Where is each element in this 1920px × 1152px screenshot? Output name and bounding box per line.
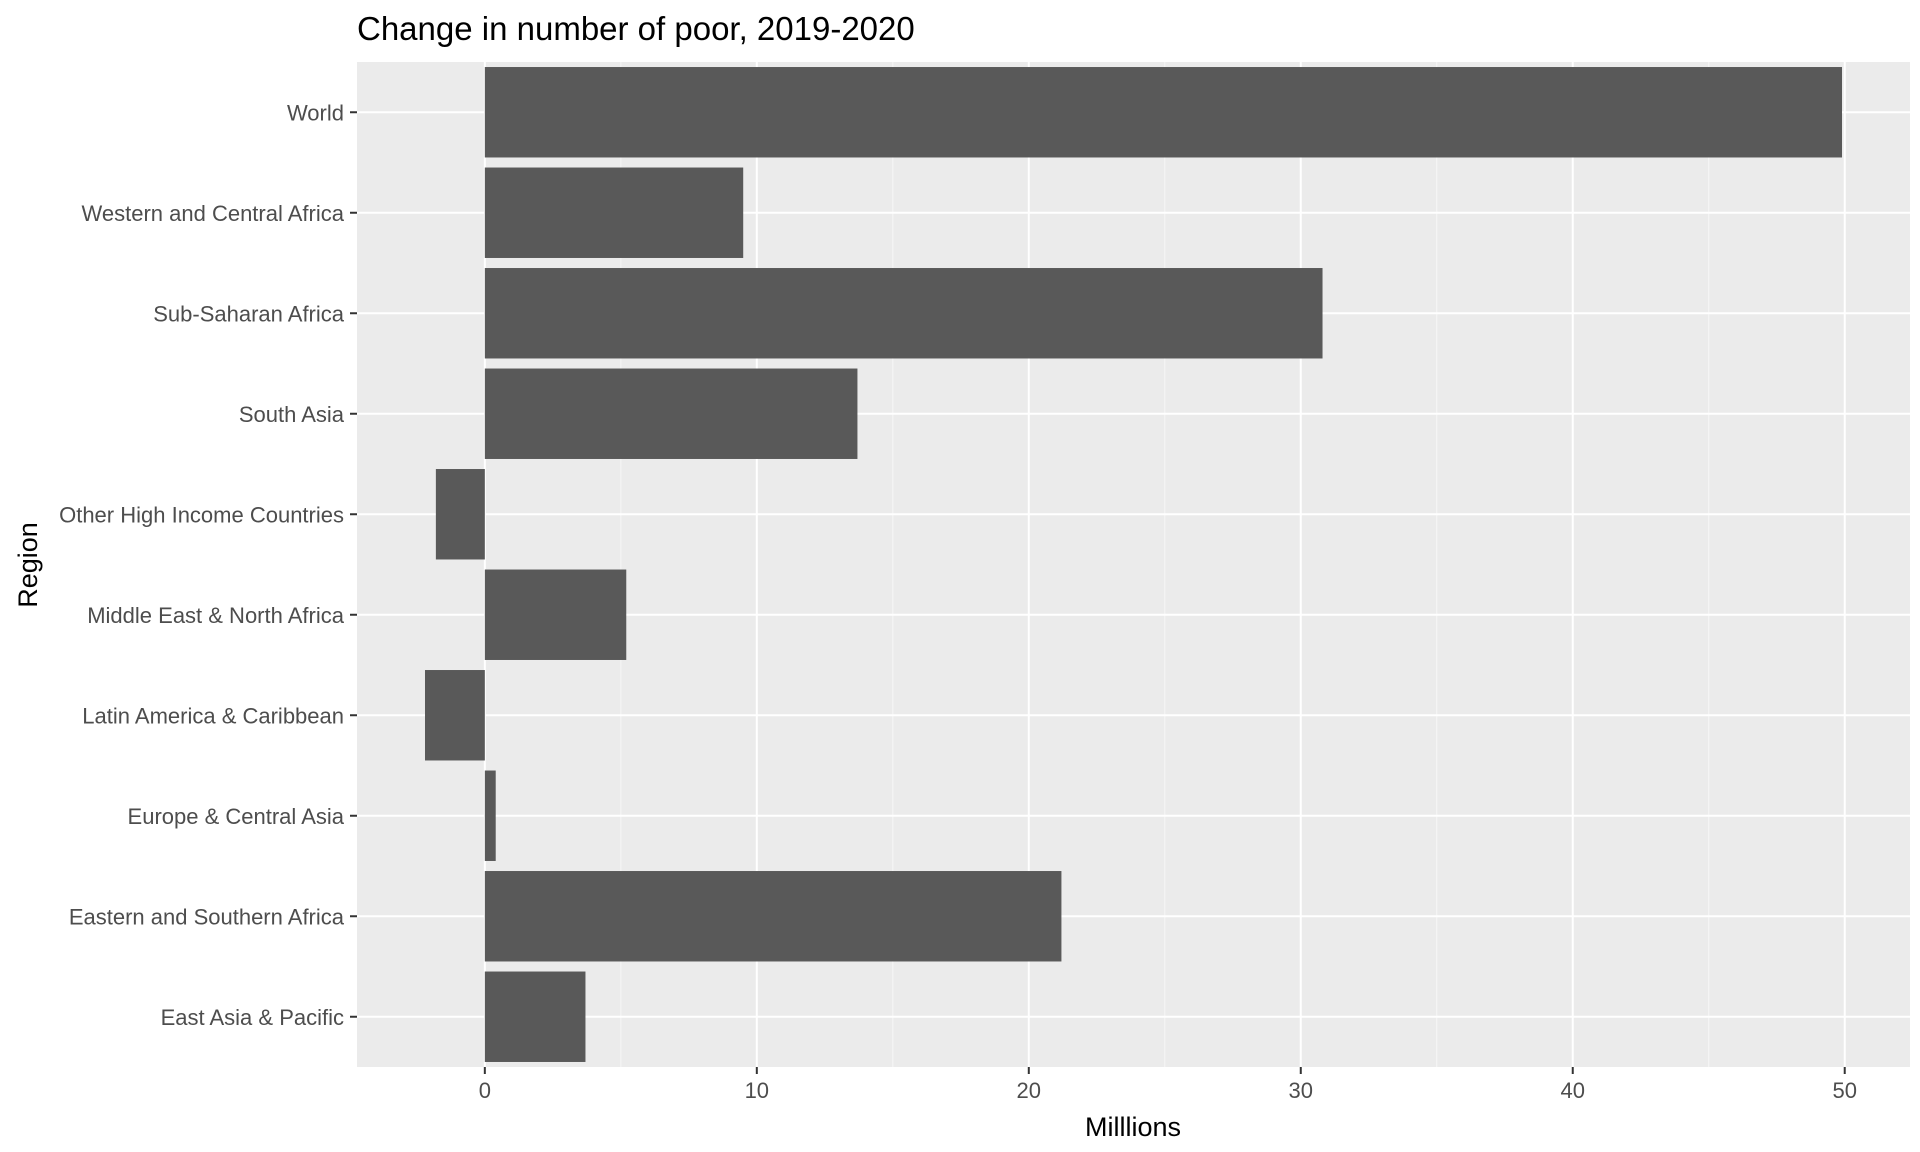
bar xyxy=(484,770,496,861)
y-tick-label: Sub-Saharan Africa xyxy=(153,301,345,326)
x-axis: 0 10 20 30 40 50 xyxy=(479,1067,1857,1103)
bar xyxy=(484,268,1323,359)
x-tick-label: 10 xyxy=(745,1078,769,1103)
y-tick-label: World xyxy=(287,100,344,125)
bar xyxy=(484,368,858,459)
bar xyxy=(435,469,485,560)
x-tick-label: 40 xyxy=(1561,1078,1585,1103)
y-axis: World Western and Central Africa Sub-Sahar… xyxy=(59,100,357,1030)
bar xyxy=(484,167,744,258)
x-tick-label: 30 xyxy=(1289,1078,1313,1103)
bar xyxy=(484,569,627,660)
y-tick-label: East Asia & Pacific xyxy=(161,1005,344,1030)
y-tick-label: Western and Central Africa xyxy=(82,201,345,226)
x-tick-label: 0 xyxy=(479,1078,491,1103)
bar xyxy=(484,871,1062,962)
bar xyxy=(484,67,1843,158)
y-tick-label: Eastern and Southern Africa xyxy=(69,904,345,929)
y-tick-label: South Asia xyxy=(239,402,345,427)
x-tick-label: 20 xyxy=(1017,1078,1041,1103)
bar xyxy=(424,670,485,761)
y-tick-label: Latin America & Caribbean xyxy=(82,703,344,728)
x-tick-label: 50 xyxy=(1832,1078,1856,1103)
chart-title: Change in number of poor, 2019-2020 xyxy=(357,10,915,47)
y-axis-title: Region xyxy=(13,522,43,608)
bar xyxy=(484,971,586,1062)
bars xyxy=(424,67,1843,1062)
y-tick-label: Middle East & North Africa xyxy=(87,603,345,628)
x-axis-title: Milllions xyxy=(1085,1112,1181,1142)
y-tick-label: Other High Income Countries xyxy=(59,502,344,527)
y-tick-label: Europe & Central Asia xyxy=(128,804,345,829)
